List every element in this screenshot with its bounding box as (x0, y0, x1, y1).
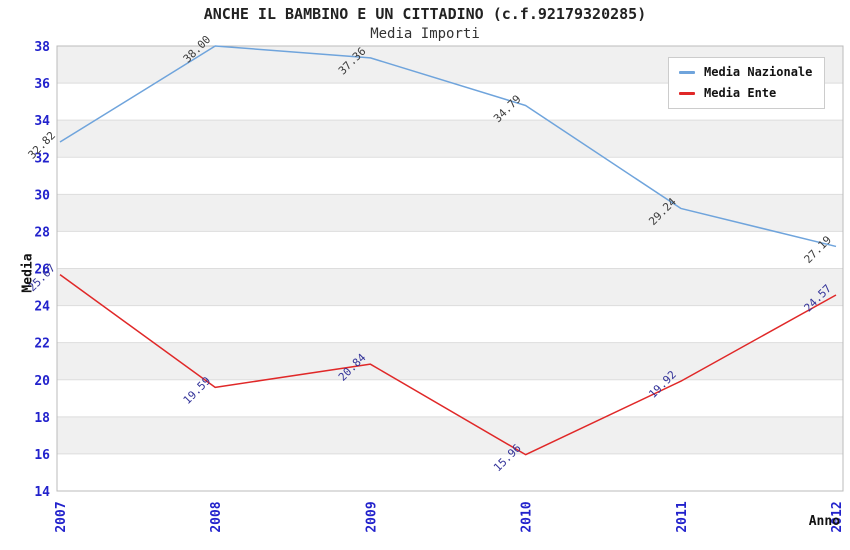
x-tick-label: 2007 (54, 501, 69, 532)
plot-band (57, 305, 843, 343)
y-tick-label: 30 (34, 188, 50, 203)
x-axis-title: Anno (808, 514, 840, 529)
legend-swatch-blue-line-icon (679, 70, 695, 74)
x-tick-label: 2009 (364, 501, 379, 532)
y-tick-label: 36 (34, 77, 50, 92)
x-tick-label: 2008 (209, 501, 224, 532)
plot-band (57, 342, 843, 380)
plot-band (57, 120, 843, 158)
x-tick-label: 2010 (520, 501, 535, 532)
y-tick-label: 20 (34, 374, 50, 389)
y-tick-label: 26 (34, 263, 50, 278)
y-tick-label: 38 (34, 40, 50, 55)
y-axis-title: Media (20, 253, 36, 293)
legend-label: Media Ente (704, 86, 777, 100)
y-tick-label: 18 (34, 411, 50, 426)
chart-subtitle: Media Importi (370, 26, 480, 42)
y-tick-label: 14 (34, 485, 50, 500)
y-tick-label: 28 (34, 225, 50, 240)
x-tick-label: 2012 (830, 501, 845, 532)
series-line-media-nazionale (59, 45, 837, 248)
plot-band (57, 268, 843, 306)
y-tick-label: 34 (34, 114, 50, 129)
y-tick-label: 16 (34, 448, 50, 463)
plot-band (57, 416, 843, 454)
series-line-media-ente (59, 274, 837, 456)
x-tick-label: 2011 (675, 501, 690, 532)
chart-title: ANCHE IL BAMBINO E UN CITTADINO (c.f.921… (203, 5, 647, 23)
y-tick-label: 32 (34, 151, 50, 166)
y-tick-label: 22 (34, 337, 50, 352)
plot-band (57, 231, 843, 269)
plot-band (57, 194, 843, 232)
legend-item-media-ente: Media Ente (679, 86, 812, 100)
legend: Media Nazionale Media Ente (668, 57, 826, 109)
plot-border (56, 45, 844, 492)
legend-label: Media Nazionale (704, 65, 813, 79)
plot-band (57, 157, 843, 195)
plot-band (57, 453, 843, 491)
y-tick-label: 24 (34, 300, 50, 315)
legend-item-media-nazionale: Media Nazionale (679, 65, 812, 79)
legend-swatch-red-line-icon (679, 91, 695, 95)
